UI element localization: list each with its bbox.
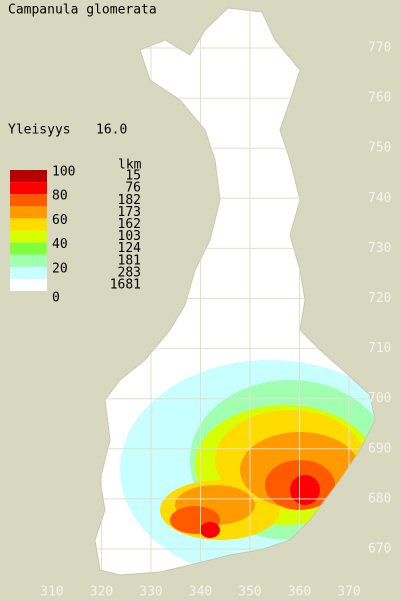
legend-swatch (10, 182, 47, 195)
frequency-value: 16.0 (96, 123, 127, 138)
title: Campanula glomerata (8, 3, 157, 18)
y-label: 770 (368, 41, 391, 56)
x-label: 370 (337, 585, 360, 600)
y-label: 670 (368, 542, 391, 557)
legend-swatch (10, 266, 47, 279)
scale-label: 0 (52, 291, 60, 306)
legend-swatch (10, 230, 47, 243)
legend-swatch (10, 242, 47, 255)
scale-label: 80 (52, 189, 68, 204)
legend-count: 124 (118, 241, 142, 256)
y-label: 710 (368, 341, 391, 356)
y-label: 720 (368, 291, 391, 306)
y-label: 730 (368, 241, 391, 256)
y-label: 700 (368, 391, 391, 406)
x-label: 340 (189, 585, 212, 600)
legend-count: 15 (125, 169, 141, 184)
legend-swatch (10, 206, 47, 219)
legend-header: lkm (118, 158, 142, 173)
y-label: 690 (368, 441, 391, 456)
scale-label: 60 (52, 213, 68, 228)
y-label: 750 (368, 141, 391, 156)
legend-count: 1681 (110, 277, 141, 292)
x-label: 330 (139, 585, 162, 600)
legend-count: 103 (118, 229, 141, 244)
y-label: 740 (368, 191, 391, 206)
legend-count: 173 (118, 205, 141, 220)
legend-count: 181 (118, 253, 141, 268)
frequency-label: Yleisyys (8, 123, 71, 138)
y-label: 760 (368, 91, 391, 106)
x-label: 360 (288, 585, 311, 600)
legend-swatch (10, 254, 47, 267)
legend-swatch (10, 278, 47, 291)
legend-swatch (10, 170, 47, 183)
x-label: 310 (40, 585, 63, 600)
border (94, 7, 376, 576)
scale-label: 40 (52, 237, 68, 252)
x-label: 320 (90, 585, 113, 600)
legend-swatch (10, 218, 47, 231)
legend-swatch (10, 194, 47, 207)
y-label: 680 (368, 491, 391, 506)
legend-count: 76 (125, 181, 141, 196)
scale-label: 100 (52, 165, 75, 180)
legend-count: 182 (118, 193, 141, 208)
legend-count: 162 (118, 217, 141, 232)
x-label: 350 (238, 585, 261, 600)
legend-count: 283 (118, 265, 141, 280)
scale-label: 20 (52, 261, 68, 276)
